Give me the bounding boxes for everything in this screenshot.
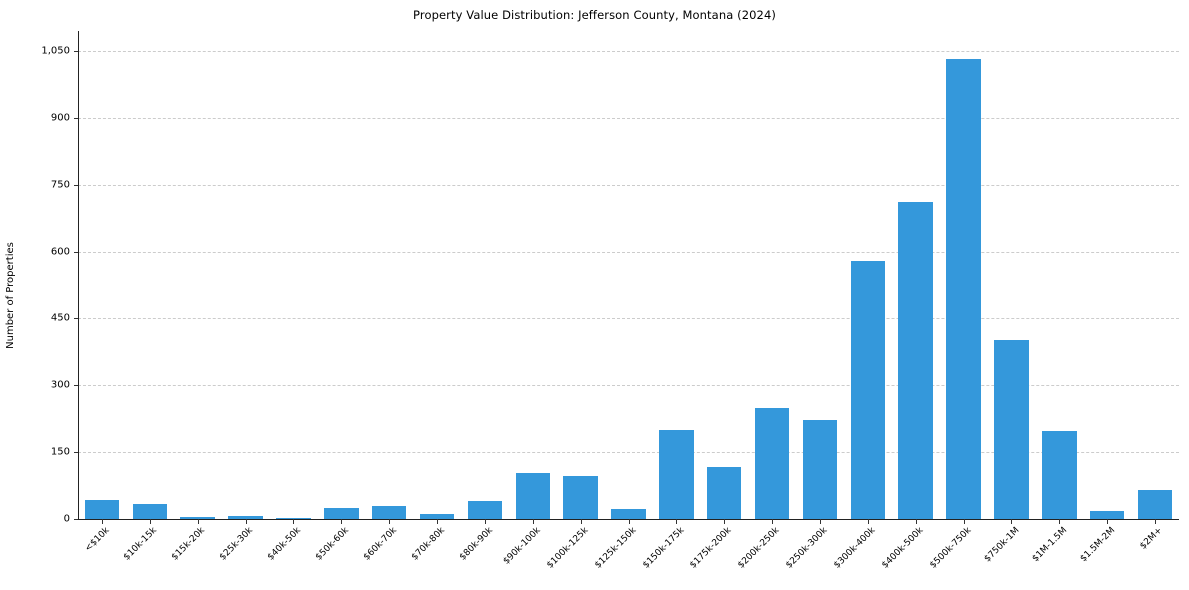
x-tick-mark bbox=[724, 519, 726, 524]
x-tick-label-text: $60k-70k bbox=[361, 525, 399, 563]
bar[interactable] bbox=[180, 517, 215, 519]
x-tick-label-text: $70k-80k bbox=[409, 525, 447, 563]
y-tick-label: 450 bbox=[50, 312, 70, 324]
x-tick-mark bbox=[1059, 519, 1061, 524]
x-tick-mark bbox=[1011, 519, 1013, 524]
gridline bbox=[78, 117, 1179, 119]
x-tick-mark bbox=[819, 519, 821, 524]
x-tick-mark bbox=[389, 519, 391, 524]
bar[interactable] bbox=[324, 508, 359, 519]
x-tick-label-text: $200k-250k bbox=[736, 525, 782, 571]
gridline bbox=[78, 251, 1179, 253]
x-tick-label-text: $750k-1M bbox=[982, 525, 1022, 565]
y-tick-mark bbox=[74, 184, 78, 186]
x-tick-label-text: $175k-200k bbox=[688, 525, 734, 571]
x-tick-mark bbox=[437, 519, 439, 524]
gridline bbox=[78, 184, 1179, 186]
gridline bbox=[78, 452, 1179, 454]
x-tick-label-text: $400k-500k bbox=[880, 525, 926, 571]
x-tick-label-text: $300k-400k bbox=[832, 525, 878, 571]
y-axis-label: Number of Properties bbox=[2, 0, 18, 590]
bar[interactable] bbox=[228, 516, 263, 519]
bar[interactable] bbox=[276, 517, 311, 519]
y-tick-label: 0 bbox=[63, 513, 70, 525]
y-axis-spine bbox=[78, 31, 79, 519]
bar[interactable] bbox=[946, 59, 981, 519]
gridline bbox=[78, 318, 1179, 320]
chart-title: Property Value Distribution: Jefferson C… bbox=[413, 8, 776, 22]
bar[interactable] bbox=[898, 201, 933, 519]
bar[interactable] bbox=[563, 475, 598, 519]
x-tick-label-text: $1M-1.5M bbox=[1030, 525, 1069, 565]
gridline bbox=[78, 385, 1179, 387]
y-tick-mark bbox=[74, 519, 78, 520]
x-tick-label-text: $25k-30k bbox=[218, 525, 256, 563]
x-tick-mark bbox=[676, 519, 678, 524]
x-tick-mark bbox=[915, 519, 917, 524]
x-tick-mark bbox=[628, 519, 630, 524]
y-tick-mark bbox=[74, 117, 78, 119]
y-tick-label: 750 bbox=[50, 179, 70, 191]
y-tick-mark bbox=[74, 251, 78, 253]
y-tick-label: 600 bbox=[50, 246, 70, 258]
y-tick-label: 150 bbox=[50, 446, 70, 458]
y-tick-label: 900 bbox=[50, 112, 70, 124]
bar[interactable] bbox=[84, 500, 120, 519]
x-tick-mark bbox=[772, 519, 774, 524]
x-tick-label-text: $250k-300k bbox=[784, 525, 830, 571]
x-tick-mark bbox=[101, 519, 103, 524]
bar[interactable] bbox=[1089, 511, 1125, 519]
x-tick-label-text: $15k-20k bbox=[170, 525, 208, 563]
x-tick-mark bbox=[197, 519, 199, 524]
bar[interactable] bbox=[371, 506, 407, 519]
x-tick-label-text: $100k-125k bbox=[545, 525, 591, 571]
bar[interactable] bbox=[467, 501, 503, 519]
bar[interactable] bbox=[419, 514, 455, 519]
y-axis-label-text: Number of Properties bbox=[4, 241, 16, 349]
x-tick-mark bbox=[484, 519, 486, 524]
x-tick-label-text: $80k-90k bbox=[457, 525, 495, 563]
bar[interactable] bbox=[994, 339, 1029, 519]
x-tick-mark bbox=[532, 519, 534, 524]
x-tick-mark bbox=[245, 519, 247, 524]
y-tick-label: 300 bbox=[50, 379, 70, 391]
x-tick-label-text: $125k-150k bbox=[593, 525, 639, 571]
bar[interactable] bbox=[802, 419, 838, 519]
x-tick-mark bbox=[1155, 519, 1157, 524]
x-tick-mark bbox=[580, 519, 582, 524]
x-tick-mark bbox=[149, 519, 151, 524]
gridline bbox=[78, 51, 1179, 53]
y-tick-mark bbox=[74, 318, 78, 320]
x-tick-mark bbox=[867, 519, 869, 524]
bar[interactable] bbox=[515, 472, 550, 519]
x-tick-mark bbox=[293, 519, 295, 524]
bar[interactable] bbox=[754, 407, 790, 519]
x-tick-label-text: <$10k bbox=[83, 525, 112, 554]
bar[interactable] bbox=[611, 509, 646, 519]
x-tick-label-text: $2M+ bbox=[1138, 525, 1165, 552]
x-tick-label-text: $50k-60k bbox=[313, 525, 351, 563]
x-tick-label-text: $1.5M-2M bbox=[1078, 525, 1117, 565]
y-tick-mark bbox=[74, 452, 78, 454]
y-tick-mark bbox=[74, 385, 78, 387]
bar[interactable] bbox=[1137, 489, 1173, 519]
y-tick-mark bbox=[74, 51, 78, 53]
bar[interactable] bbox=[132, 504, 168, 519]
x-tick-label-text: $150k-175k bbox=[640, 525, 687, 571]
bar[interactable] bbox=[659, 430, 694, 519]
bar[interactable] bbox=[707, 466, 742, 519]
x-tick-mark bbox=[341, 519, 343, 524]
x-tick-mark bbox=[963, 519, 965, 524]
bar[interactable] bbox=[1042, 430, 1077, 519]
x-tick-label-text: $10k-15k bbox=[122, 525, 160, 563]
bar[interactable] bbox=[850, 260, 886, 519]
x-tick-label-text: $90k-100k bbox=[501, 525, 543, 567]
y-tick-label: 1,050 bbox=[41, 45, 70, 57]
x-tick-label-text: $40k-50k bbox=[266, 525, 304, 563]
x-tick-label-text: $500k-750k bbox=[928, 525, 974, 571]
x-tick-mark bbox=[1107, 519, 1109, 524]
plot-area bbox=[78, 31, 1179, 519]
